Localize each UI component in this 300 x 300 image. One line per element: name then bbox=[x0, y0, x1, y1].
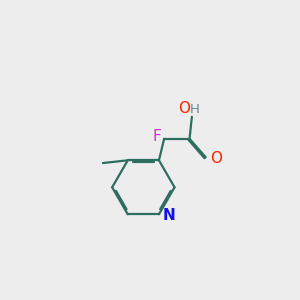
Text: N: N bbox=[163, 208, 176, 223]
Text: O: O bbox=[210, 151, 222, 166]
Text: F: F bbox=[152, 128, 161, 143]
Text: O: O bbox=[178, 101, 190, 116]
Text: H: H bbox=[189, 103, 199, 116]
